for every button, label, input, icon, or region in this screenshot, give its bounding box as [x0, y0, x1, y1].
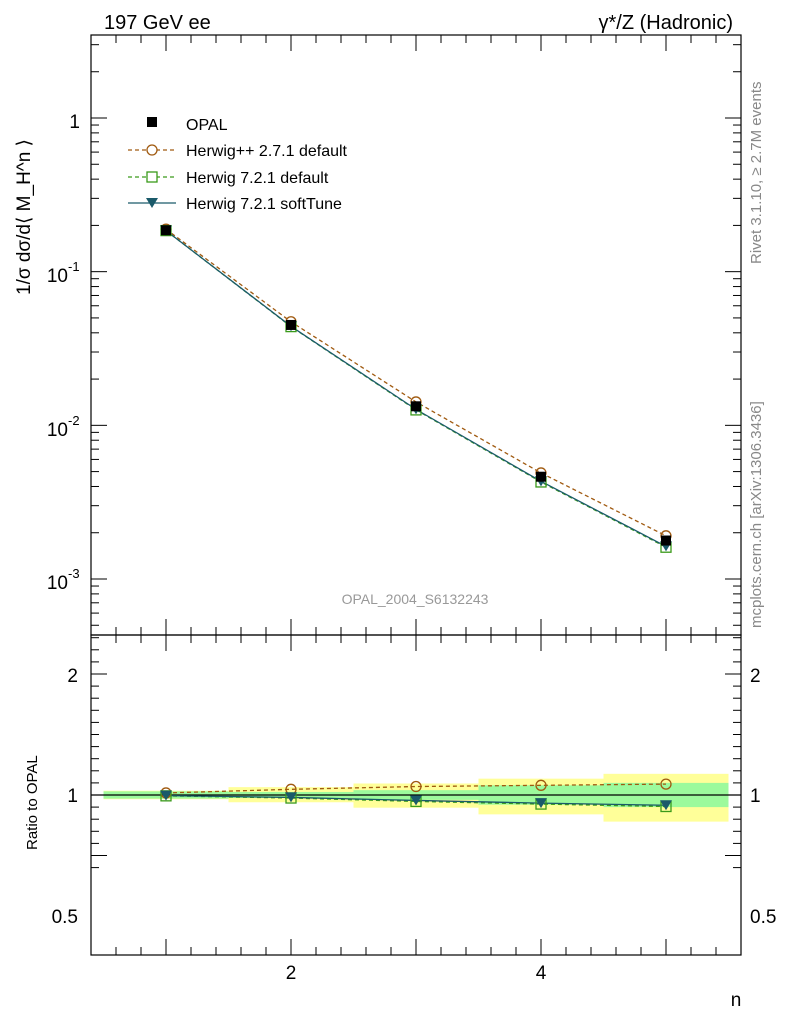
ytick-label-1: 1 — [69, 112, 80, 133]
legend-marker-herwig7-default — [146, 171, 158, 183]
ratio-point-series-0-4 — [660, 778, 672, 790]
ratio-line-series-1 — [165, 795, 667, 808]
ratio-point-series-0-2 — [410, 780, 422, 793]
main-point-series-0-1 — [286, 319, 296, 330]
ratio-point-series-2-1 — [285, 792, 297, 803]
header-right: γ*/Z (Hadronic) — [599, 12, 733, 34]
legend-marker-herwig7-softtune — [146, 198, 158, 208]
ytick-label-0p01-exp: -2 — [68, 413, 80, 428]
main-line-series-1 — [165, 228, 667, 537]
ratio-ytick-left-1: 1 — [67, 786, 78, 807]
ratio-ylabel: Ratio to OPAL — [24, 755, 41, 850]
main-ylabel: 1/σ dσ/d⟨ M_H^n ⟩ — [14, 139, 35, 295]
main-line-series-2 — [165, 230, 667, 548]
header-left: 197 GeV ee — [104, 12, 211, 34]
analysis-watermark: OPAL_2004_S6132243 — [342, 591, 489, 607]
ratio-point-series-2-0 — [160, 790, 172, 801]
ratio-point-series-0-3 — [535, 779, 547, 791]
ratio-ytick-left-2: 2 — [67, 666, 78, 687]
main-line-series-3 — [165, 230, 667, 547]
legend-label-herwigpp: Herwig++ 2.7.1 default — [186, 143, 348, 160]
ratio-ytick-right-0p5: 0.5 — [750, 907, 776, 928]
main-series-markers — [160, 223, 672, 553]
ytick-label-0p001-exp: -3 — [68, 566, 80, 581]
ratio-point-series-2-3 — [535, 798, 547, 809]
ytick-label-0p001-base: 10 — [47, 573, 68, 594]
main-point-series-0-2 — [411, 401, 421, 412]
side-text-lower: mcplots.cern.ch [arXiv:1306.3436] — [748, 401, 765, 628]
legend-marker-opal — [147, 117, 157, 127]
legend-label-opal: OPAL — [186, 117, 228, 134]
ratio-plot-panel: 2 1 0.5 2 1 0.5 2 4 Ratio to OPAL n — [24, 634, 776, 1011]
legend-label-herwig7-default: Herwig 7.2.1 default — [186, 170, 329, 187]
ytick-label-0p1-base: 10 — [47, 266, 68, 287]
ratio-frame — [90, 634, 742, 956]
ytick-label-0p1-exp: -1 — [68, 259, 80, 274]
xtick-label-4: 4 — [536, 963, 547, 984]
ytick-label-0p01-base: 10 — [47, 420, 68, 441]
xtick-label-2: 2 — [286, 963, 297, 984]
side-text-upper: Rivet 3.1.10, ≥ 2.7M events — [748, 82, 765, 265]
ratio-ytick-left-0p5: 0.5 — [52, 907, 78, 928]
ratio-axis-ticks — [91, 635, 741, 955]
legend-marker-herwigpp — [146, 144, 158, 156]
xlabel: n — [731, 990, 742, 1011]
main-point-series-0-3 — [536, 471, 546, 482]
main-axis-ticks — [91, 35, 741, 635]
ratio-point-series-2-4 — [660, 800, 672, 811]
main-plot-panel: 1 10 -1 10 -2 10 -3 1/σ dσ/d⟨ M_H^n ⟩ OP… — [14, 34, 742, 636]
ratio-ytick-right-2: 2 — [750, 666, 761, 687]
legend: OPAL Herwig++ 2.7.1 default Herwig 7.2.1… — [128, 117, 348, 213]
ratio-line-series-0 — [165, 783, 667, 794]
main-point-series-0-4 — [661, 535, 671, 546]
ratio-point-series-2-2 — [410, 795, 422, 806]
ratio-ytick-right-1: 1 — [750, 786, 761, 807]
main-point-series-0-0 — [161, 225, 171, 236]
ratio-series-markers — [160, 778, 672, 813]
legend-label-herwig7-softtune: Herwig 7.2.1 softTune — [186, 196, 342, 213]
main-series-lines — [165, 228, 667, 548]
